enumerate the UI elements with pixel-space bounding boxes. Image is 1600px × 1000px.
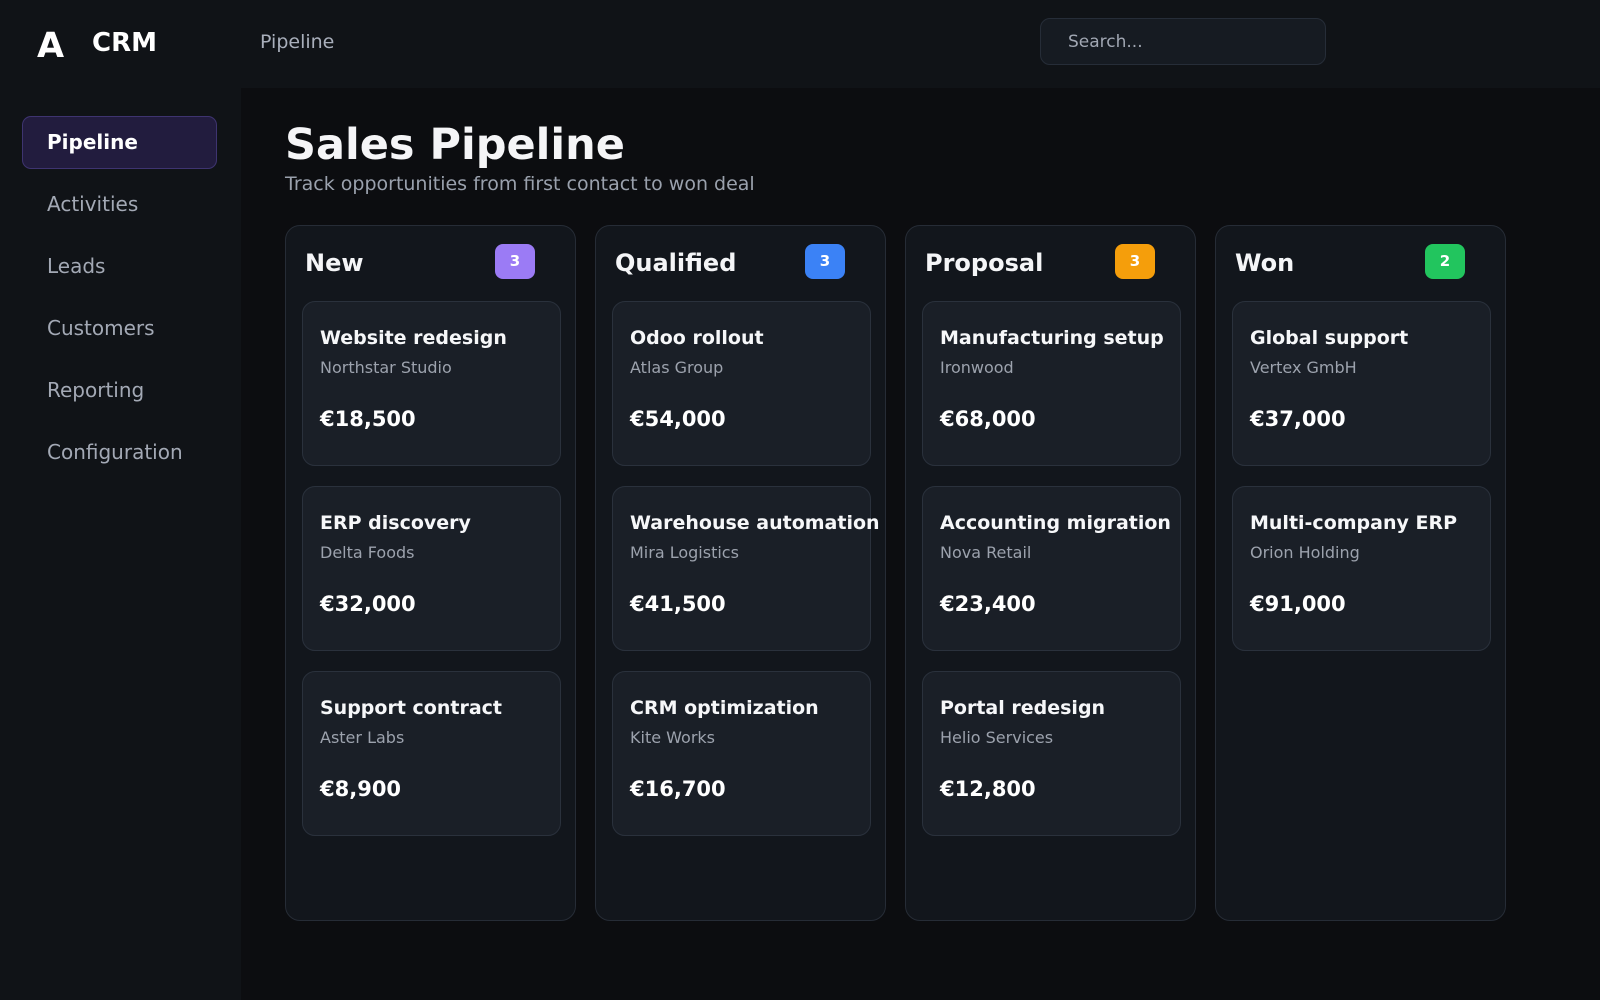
pipeline-column-won: Won 2 Global support Vertex GmbH €37,000… bbox=[1215, 225, 1506, 921]
deal-card[interactable]: Portal redesign Helio Services €12,800 bbox=[922, 671, 1181, 836]
column-count-badge: 3 bbox=[495, 244, 535, 279]
deal-card[interactable]: ERP discovery Delta Foods €32,000 bbox=[302, 486, 561, 651]
deal-amount: €54,000 bbox=[630, 407, 726, 431]
sidebar: Pipeline Activities Leads Customers Repo… bbox=[0, 88, 241, 1000]
deal-card[interactable]: Website redesign Northstar Studio €18,50… bbox=[302, 301, 561, 466]
app-name[interactable]: CRM bbox=[92, 28, 157, 58]
deal-company: Orion Holding bbox=[1250, 543, 1360, 562]
deal-amount: €16,700 bbox=[630, 777, 726, 801]
pipeline-column-new: New 3 Website redesign Northstar Studio … bbox=[285, 225, 576, 921]
page-title: Sales Pipeline bbox=[285, 120, 625, 170]
deal-amount: €41,500 bbox=[630, 592, 726, 616]
column-title: Proposal bbox=[925, 249, 1044, 277]
deal-title: ERP discovery bbox=[320, 512, 471, 534]
deal-title: CRM optimization bbox=[630, 697, 819, 719]
search-input[interactable] bbox=[1041, 19, 1325, 64]
deal-company: Atlas Group bbox=[630, 358, 724, 377]
deal-card[interactable]: Multi-company ERP Orion Holding €91,000 bbox=[1232, 486, 1491, 651]
breadcrumb[interactable]: Pipeline bbox=[260, 31, 335, 53]
deal-title: Support contract bbox=[320, 697, 502, 719]
deal-card[interactable]: Support contract Aster Labs €8,900 bbox=[302, 671, 561, 836]
deal-card[interactable]: Global support Vertex GmbH €37,000 bbox=[1232, 301, 1491, 466]
deal-title: Odoo rollout bbox=[630, 327, 764, 349]
column-count-badge: 3 bbox=[805, 244, 845, 279]
sidebar-item-activities[interactable]: Activities bbox=[47, 192, 139, 216]
top-bar: A CRM Pipeline bbox=[0, 0, 1600, 88]
sidebar-item-reporting[interactable]: Reporting bbox=[47, 378, 145, 402]
deal-title: Warehouse automation bbox=[630, 512, 880, 534]
column-count-badge: 3 bbox=[1115, 244, 1155, 279]
sidebar-item-configuration[interactable]: Configuration bbox=[47, 440, 183, 464]
deal-amount: €32,000 bbox=[320, 592, 416, 616]
deal-company: Nova Retail bbox=[940, 543, 1032, 562]
pipeline-column-qualified: Qualified 3 Odoo rollout Atlas Group €54… bbox=[595, 225, 886, 921]
deal-company: Delta Foods bbox=[320, 543, 415, 562]
deal-company: Helio Services bbox=[940, 728, 1054, 747]
deal-company: Kite Works bbox=[630, 728, 715, 747]
deal-amount: €12,800 bbox=[940, 777, 1036, 801]
deal-card[interactable]: CRM optimization Kite Works €16,700 bbox=[612, 671, 871, 836]
deal-title: Portal redesign bbox=[940, 697, 1106, 719]
deal-company: Northstar Studio bbox=[320, 358, 452, 377]
deal-amount: €91,000 bbox=[1250, 592, 1346, 616]
column-title: Won bbox=[1235, 249, 1295, 277]
sidebar-item-leads[interactable]: Leads bbox=[47, 254, 106, 278]
deal-title: Manufacturing setup bbox=[940, 327, 1164, 349]
deal-card[interactable]: Manufacturing setup Ironwood €68,000 bbox=[922, 301, 1181, 466]
search-box[interactable] bbox=[1040, 18, 1326, 65]
column-count-badge: 2 bbox=[1425, 244, 1465, 279]
app-logo[interactable]: A bbox=[37, 26, 65, 66]
deal-amount: €37,000 bbox=[1250, 407, 1346, 431]
deal-company: Aster Labs bbox=[320, 728, 405, 747]
deal-title: Global support bbox=[1250, 327, 1409, 349]
sidebar-item-customers[interactable]: Customers bbox=[47, 316, 155, 340]
deal-amount: €23,400 bbox=[940, 592, 1036, 616]
deal-company: Vertex GmbH bbox=[1250, 358, 1357, 377]
deal-title: Website redesign bbox=[320, 327, 507, 349]
deal-title: Accounting migration bbox=[940, 512, 1171, 534]
page-subtitle: Track opportunities from first contact t… bbox=[285, 173, 755, 195]
deal-card[interactable]: Warehouse automation Mira Logistics €41,… bbox=[612, 486, 880, 651]
deal-title: Multi-company ERP bbox=[1250, 512, 1458, 534]
deal-card[interactable]: Accounting migration Nova Retail €23,400 bbox=[922, 486, 1181, 651]
pipeline-column-proposal: Proposal 3 Manufacturing setup Ironwood … bbox=[905, 225, 1196, 921]
deal-company: Ironwood bbox=[940, 358, 1014, 377]
column-title: New bbox=[305, 249, 364, 277]
deal-company: Mira Logistics bbox=[630, 543, 739, 562]
deal-card[interactable]: Odoo rollout Atlas Group €54,000 bbox=[612, 301, 871, 466]
sidebar-item-pipeline[interactable]: Pipeline bbox=[22, 116, 217, 169]
column-title: Qualified bbox=[615, 249, 737, 277]
deal-amount: €18,500 bbox=[320, 407, 416, 431]
deal-amount: €68,000 bbox=[940, 407, 1036, 431]
deal-amount: €8,900 bbox=[320, 777, 402, 801]
